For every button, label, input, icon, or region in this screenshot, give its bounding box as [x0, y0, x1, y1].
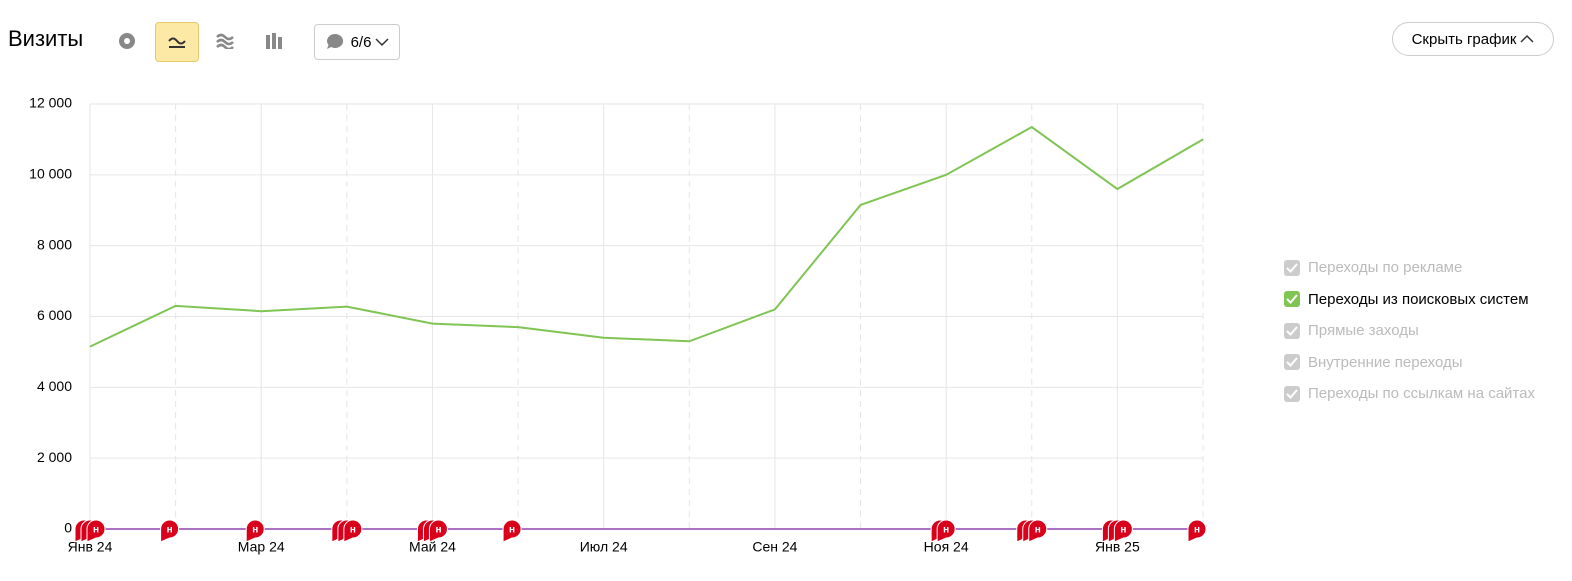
annotation-pin: [1028, 519, 1048, 543]
pie-chart-button[interactable]: [106, 22, 148, 60]
annotation-pin: [160, 519, 180, 543]
annotation-label: н: [350, 525, 356, 536]
annotation-label: н: [1194, 525, 1200, 536]
series-line: [89, 125, 1204, 348]
annotation-pin: [343, 519, 363, 543]
checkbox[interactable]: [1284, 259, 1300, 276]
line-chart-button[interactable]: [155, 22, 199, 62]
legend-item[interactable]: Переходы по рекламе: [1284, 259, 1462, 276]
checkbox[interactable]: [1284, 385, 1300, 402]
annotation-marker: н: [160, 519, 180, 543]
annotation-marker: н: [245, 519, 265, 543]
bar-chart-button[interactable]: [253, 22, 295, 60]
y-tick-label: 0: [64, 520, 72, 536]
annotation-label: н: [943, 525, 949, 536]
title: Визиты: [8, 26, 84, 51]
annotation-label: н: [509, 525, 515, 536]
x-tick-label: Ноя 24: [924, 539, 969, 555]
y-tick-label: 12 000: [29, 95, 72, 111]
annotation-marker: н: [502, 519, 522, 543]
legend-label: Прямые заходы: [1308, 322, 1419, 339]
annotation-label: н: [1120, 525, 1126, 536]
x-tick-label: Янв 25: [1095, 539, 1140, 555]
hide-chart-label: Скрыть график: [1411, 30, 1517, 48]
checkbox[interactable]: [1284, 291, 1300, 307]
y-tick-label: 4 000: [37, 378, 72, 394]
legend-label: Переходы из поисковых систем: [1308, 290, 1529, 308]
legend-item[interactable]: Переходы из поисковых систем: [1284, 291, 1529, 308]
annotation-label: н: [435, 525, 441, 536]
y-tick-label: 8 000: [37, 236, 72, 252]
notes-count: 6/6: [350, 33, 372, 51]
x-tick-label: Мар 24: [238, 539, 285, 555]
x-tick-label: Сен 24: [752, 539, 797, 555]
legend-label: Переходы по ссылкам на сайтах: [1308, 385, 1535, 402]
checkbox[interactable]: [1284, 322, 1300, 339]
x-tick-label: Июл 24: [580, 539, 628, 555]
annotation-pin: [1187, 519, 1207, 543]
x-tick-label: Май 24: [409, 539, 456, 555]
annotation-marker: н: [343, 519, 363, 543]
y-tick-label: 10 000: [29, 166, 72, 182]
chart: 0 2 000 4 000 6 000 8 000 10 000 12 000 Янв 24 М…: [29, 95, 1207, 555]
legend-item[interactable]: Переходы по ссылкам на сайтах: [1284, 385, 1535, 402]
legend-label: Переходы по рекламе: [1308, 259, 1463, 276]
legend-item[interactable]: Прямые заходы: [1284, 322, 1419, 339]
area-chart-button[interactable]: [204, 22, 246, 60]
annotation-label: н: [167, 525, 173, 536]
notes-button[interactable]: 6/6: [314, 24, 400, 60]
x-tick-label: Янв 24: [68, 539, 113, 555]
annotation-pin: [1113, 519, 1133, 543]
annotation-pin: [428, 519, 448, 543]
annotation-pin: [86, 519, 106, 543]
annotation-marker: н: [86, 519, 106, 543]
y-tick-label: 6 000: [37, 307, 72, 323]
annotation-marker: н: [428, 519, 448, 543]
annotation-label: н: [252, 525, 258, 536]
hide-chart-button[interactable]: Скрыть график: [1392, 22, 1554, 56]
checkbox[interactable]: [1284, 354, 1300, 370]
annotation-label: н: [1035, 525, 1041, 536]
annotation-marker: н: [1187, 519, 1207, 543]
annotation-pin: [245, 519, 265, 543]
legend-label: Внутренние переходы: [1308, 353, 1463, 371]
legend-item[interactable]: Внутренние переходы: [1284, 354, 1463, 371]
annotation-marker: н: [936, 519, 956, 543]
annotation-pin: [502, 519, 522, 543]
annotation-label: н: [93, 525, 99, 536]
y-tick-label: 2 000: [37, 449, 72, 465]
annotation-marker: н: [1113, 519, 1133, 543]
annotation-pin: [936, 519, 956, 543]
annotation-marker: н: [1028, 519, 1048, 543]
